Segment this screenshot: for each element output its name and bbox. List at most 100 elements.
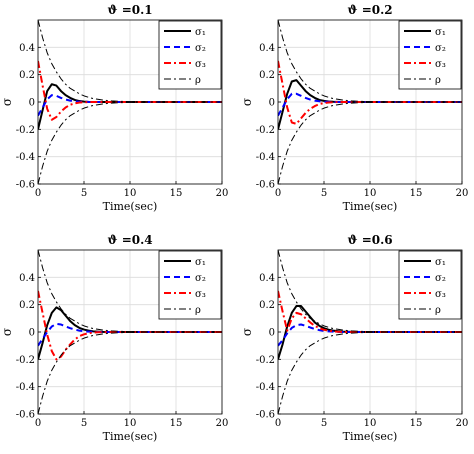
legend-label-sigma_2: σ₂ <box>195 273 206 284</box>
x-tick-label: 10 <box>364 418 377 429</box>
series-line-rho-lower <box>38 331 222 414</box>
x-tick-label: 0 <box>275 418 281 429</box>
chart-title: ϑ =0.1 <box>107 3 152 17</box>
y-tick-label: -0.4 <box>256 152 275 163</box>
y-tick-label: 0 <box>29 98 35 109</box>
x-tick-label: 15 <box>170 188 183 199</box>
chart-title: ϑ =0.6 <box>347 233 392 247</box>
legend-label-sigma_1: σ₁ <box>195 27 206 38</box>
series-line-sigma_3 <box>278 290 462 333</box>
x-tick-label: 5 <box>81 188 87 199</box>
legend-label-sigma_2: σ₂ <box>195 43 206 54</box>
legend-label-sigma_3: σ₃ <box>195 289 206 300</box>
legend-label-sigma_3: σ₃ <box>195 59 206 70</box>
legend-box <box>398 20 462 90</box>
legend: σ₁ σ₂ σ₃ ρ <box>398 20 462 90</box>
series-line-rho <box>38 250 222 333</box>
series-line-rho-lower <box>38 101 222 184</box>
y-tick-label: 0.2 <box>259 70 275 81</box>
series-line-sigma_2 <box>278 92 462 117</box>
legend-label-sigma_3: σ₃ <box>435 59 446 70</box>
x-tick-label: 5 <box>321 418 327 429</box>
x-tick-label: 15 <box>410 188 423 199</box>
x-tick-label: 10 <box>364 188 377 199</box>
y-tick-label: 0 <box>269 98 275 109</box>
y-axis-label: σ <box>0 98 14 106</box>
series-line-sigma_3 <box>278 60 462 125</box>
legend-label-sigma_2: σ₂ <box>435 43 446 54</box>
legend: σ₁ σ₂ σ₃ ρ <box>398 250 462 320</box>
series-line-sigma_3 <box>38 290 222 361</box>
legend: σ₁ σ₂ σ₃ ρ <box>158 250 222 320</box>
x-axis-label: Time(sec) <box>343 200 398 213</box>
x-tick-label: 0 <box>35 418 41 429</box>
y-tick-label: -0.2 <box>16 355 35 366</box>
x-tick-label: 10 <box>124 418 137 429</box>
legend-box <box>158 250 222 320</box>
chart-title: ϑ =0.4 <box>107 233 152 247</box>
y-tick-label: 0.4 <box>259 273 275 284</box>
legend-label-rho: ρ <box>195 305 201 316</box>
y-tick-label: -0.6 <box>256 180 275 191</box>
legend-label-sigma_1: σ₁ <box>195 257 206 268</box>
legend: σ₁ σ₂ σ₃ ρ <box>158 20 222 90</box>
legend-box <box>398 250 462 320</box>
legend-label-rho: ρ <box>435 305 441 316</box>
x-tick-label: 20 <box>456 188 469 199</box>
x-tick-label: 20 <box>216 188 229 199</box>
y-axis-label: σ <box>240 328 254 336</box>
x-axis-label: Time(sec) <box>343 430 398 443</box>
y-tick-label: -0.6 <box>16 180 35 191</box>
legend-label-rho: ρ <box>435 75 441 86</box>
series-line-rho <box>38 20 222 103</box>
chart-title: ϑ =0.2 <box>347 3 392 17</box>
x-tick-label: 5 <box>81 418 87 429</box>
x-tick-label: 15 <box>410 418 423 429</box>
legend-label-sigma_2: σ₂ <box>435 273 446 284</box>
y-tick-label: 0.2 <box>19 70 35 81</box>
x-tick-label: 20 <box>456 418 469 429</box>
y-tick-label: -0.2 <box>16 125 35 136</box>
y-axis-label: σ <box>240 98 254 106</box>
series-line-sigma_2 <box>278 323 462 347</box>
y-tick-label: -0.6 <box>256 410 275 421</box>
chart-panel-2: 0 5 10 15 20 -0.6 -0.4 -0.2 0 0.2 0.4 ϑ =0.2 Time(se… <box>240 3 468 213</box>
y-tick-label: -0.2 <box>256 125 275 136</box>
series-line-sigma_3 <box>38 60 222 121</box>
legend-label-rho: ρ <box>195 75 201 86</box>
x-axis-label: Time(sec) <box>103 430 158 443</box>
series-line-sigma_2 <box>38 322 222 347</box>
x-tick-label: 5 <box>321 188 327 199</box>
series-line-rho-lower <box>278 331 462 414</box>
y-tick-label: 0.2 <box>19 300 35 311</box>
y-tick-label: 0 <box>29 328 35 339</box>
y-tick-label: 0 <box>269 328 275 339</box>
x-tick-label: 0 <box>35 188 41 199</box>
x-axis-label: Time(sec) <box>103 200 158 213</box>
y-tick-label: -0.4 <box>256 382 275 393</box>
series-line-rho-lower <box>278 101 462 184</box>
x-tick-label: 0 <box>275 188 281 199</box>
series-line-rho <box>278 250 462 333</box>
y-tick-label: 0.2 <box>259 300 275 311</box>
x-tick-label: 10 <box>124 188 137 199</box>
x-tick-label: 15 <box>170 418 183 429</box>
legend-box <box>158 20 222 90</box>
y-tick-label: 0.4 <box>259 43 275 54</box>
x-tick-label: 20 <box>216 418 229 429</box>
y-axis-label: σ <box>0 328 14 336</box>
y-tick-label: -0.6 <box>16 410 35 421</box>
series-line-rho <box>278 20 462 103</box>
legend-label-sigma_1: σ₁ <box>435 257 446 268</box>
y-tick-label: 0.4 <box>19 273 35 284</box>
chart-panel-3: 0 5 10 15 20 -0.6 -0.4 -0.2 0 0.2 0.4 ϑ =0.4 Time(se… <box>0 233 228 443</box>
y-tick-label: -0.4 <box>16 382 35 393</box>
legend-label-sigma_3: σ₃ <box>435 289 446 300</box>
chart-panel-1: 0 5 10 15 20 -0.6 -0.4 -0.2 0 0.2 0.4 ϑ =0.1 Time(se… <box>0 3 228 213</box>
y-tick-label: 0.4 <box>19 43 35 54</box>
chart-panel-4: 0 5 10 15 20 -0.6 -0.4 -0.2 0 0.2 0.4 ϑ =0.6 Time(se… <box>240 233 468 443</box>
legend-label-sigma_1: σ₁ <box>435 27 446 38</box>
y-tick-label: -0.4 <box>16 152 35 163</box>
